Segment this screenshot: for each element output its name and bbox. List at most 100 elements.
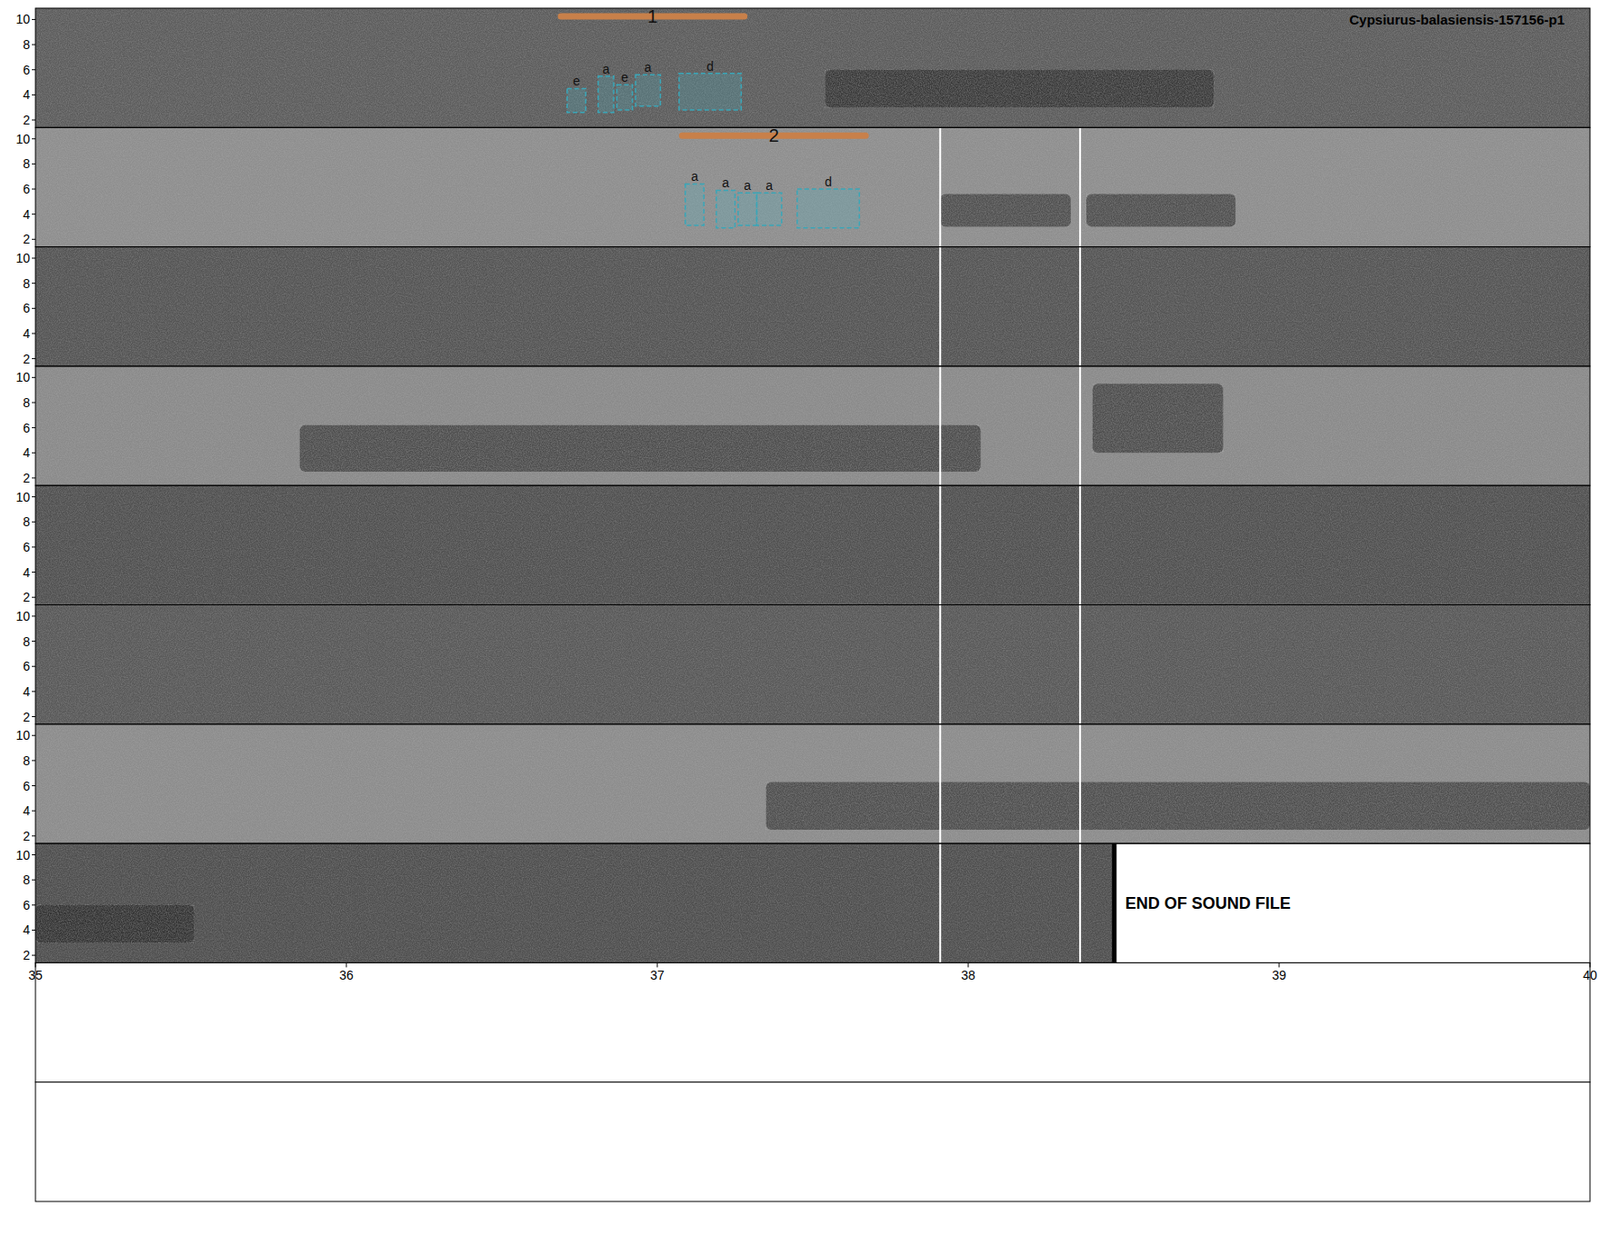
y-tick	[31, 597, 36, 599]
y-tick-label: 6	[22, 300, 30, 316]
row-background	[35, 247, 1590, 367]
annotation-box	[756, 192, 781, 226]
y-tick	[31, 282, 36, 284]
y-tick	[31, 640, 36, 642]
y-tick-label: 6	[22, 181, 30, 197]
y-tick	[31, 213, 36, 215]
y-tick	[31, 69, 36, 70]
y-tick	[31, 332, 36, 334]
row-marks	[35, 905, 194, 943]
y-tick-label: 4	[22, 445, 30, 460]
y-tick-label: 6	[22, 779, 30, 794]
annotation-label: a	[721, 175, 730, 190]
y-tick	[31, 477, 36, 479]
call-region	[766, 781, 1590, 830]
x-tick-label: 40	[1582, 968, 1598, 983]
call-grain	[825, 70, 1214, 108]
y-tick-label: 6	[22, 62, 30, 78]
y-tick	[31, 521, 36, 523]
title: Cypsiurus-balasiensis-157156-p1	[1349, 11, 1565, 28]
row-grain	[35, 366, 1590, 486]
annotation-box	[598, 76, 614, 113]
y-tick-label: 4	[22, 803, 30, 819]
y-tick-label: 10	[15, 250, 30, 266]
row-grain	[35, 843, 1590, 963]
y-tick	[31, 94, 36, 96]
y-tick	[31, 835, 36, 837]
y-tick	[31, 666, 36, 668]
spectrogram-page: 1eaead2aaaadEND OF SOUND FILE24681024681…	[0, 0, 1600, 1236]
call-region	[940, 194, 1071, 228]
y-tick	[31, 690, 36, 692]
annotation-label: a	[690, 169, 699, 184]
call-grain	[940, 194, 1071, 228]
y-tick-label: 6	[22, 898, 30, 913]
y-tick-label: 2	[22, 710, 30, 725]
row-marks	[681, 135, 1236, 229]
y-tick-label: 8	[22, 872, 30, 888]
y-tick-label: 2	[22, 948, 30, 963]
x-tick-label: 39	[1271, 968, 1287, 983]
y-tick-label: 8	[22, 276, 30, 291]
y-tick-label: 4	[22, 326, 30, 341]
row-frame	[35, 485, 1590, 605]
y-tick	[31, 546, 36, 548]
y-tick	[31, 138, 36, 140]
y-tick	[31, 163, 36, 165]
y-tick-label: 6	[22, 420, 30, 436]
annotation-box	[716, 190, 736, 228]
y-tick-label: 2	[22, 231, 30, 247]
y-tick	[31, 810, 36, 812]
y-tick-label: 8	[22, 37, 30, 52]
call-grain	[766, 781, 1590, 830]
y-tick	[31, 904, 36, 906]
x-tick	[1590, 962, 1591, 968]
call-region	[35, 905, 194, 943]
y-tick-label: 8	[22, 634, 30, 650]
row-background	[35, 485, 1590, 605]
y-tick-label: 6	[22, 540, 30, 555]
y-tick-label: 4	[22, 87, 30, 102]
x-tick	[657, 962, 659, 968]
y-tick-label: 2	[22, 470, 30, 486]
annotation-box	[567, 88, 587, 112]
y-tick-label: 2	[22, 829, 30, 844]
row-background	[35, 605, 1590, 725]
row-marks	[300, 383, 1224, 472]
y-tick	[31, 358, 36, 360]
eof-area	[1114, 843, 1590, 963]
call-region	[825, 70, 1214, 108]
y-tick	[31, 308, 36, 310]
selection-label: 2	[769, 125, 780, 146]
y-tick	[31, 19, 36, 20]
row-grain	[35, 247, 1590, 367]
y-tick	[31, 189, 36, 190]
y-tick	[31, 427, 36, 429]
x-tick-label: 35	[28, 968, 43, 983]
y-tick-label: 10	[15, 609, 30, 624]
y-tick-label: 2	[22, 351, 30, 367]
annotation-label: d	[706, 59, 714, 74]
annotation-label: e	[620, 70, 629, 85]
x-tick-label: 37	[650, 968, 665, 983]
eof-label: END OF SOUND FILE	[1125, 894, 1291, 913]
y-tick-label: 10	[15, 131, 30, 147]
row-frame	[35, 247, 1590, 367]
call-grain	[1086, 194, 1236, 228]
y-tick	[31, 880, 36, 881]
x-tick	[346, 962, 348, 968]
row-grain	[35, 605, 1590, 725]
row-frame	[35, 724, 1590, 844]
y-tick-label: 2	[22, 590, 30, 605]
annotation-box	[635, 74, 660, 107]
y-tick	[31, 615, 36, 617]
y-tick-label: 10	[15, 728, 30, 743]
y-tick	[31, 735, 36, 737]
y-tick-label: 10	[15, 11, 30, 27]
cursor-line	[1079, 127, 1081, 963]
row-grain	[35, 724, 1590, 844]
annotation-box	[617, 84, 633, 110]
annotation-label: e	[572, 73, 580, 89]
y-tick	[31, 258, 36, 260]
y-tick	[31, 401, 36, 403]
